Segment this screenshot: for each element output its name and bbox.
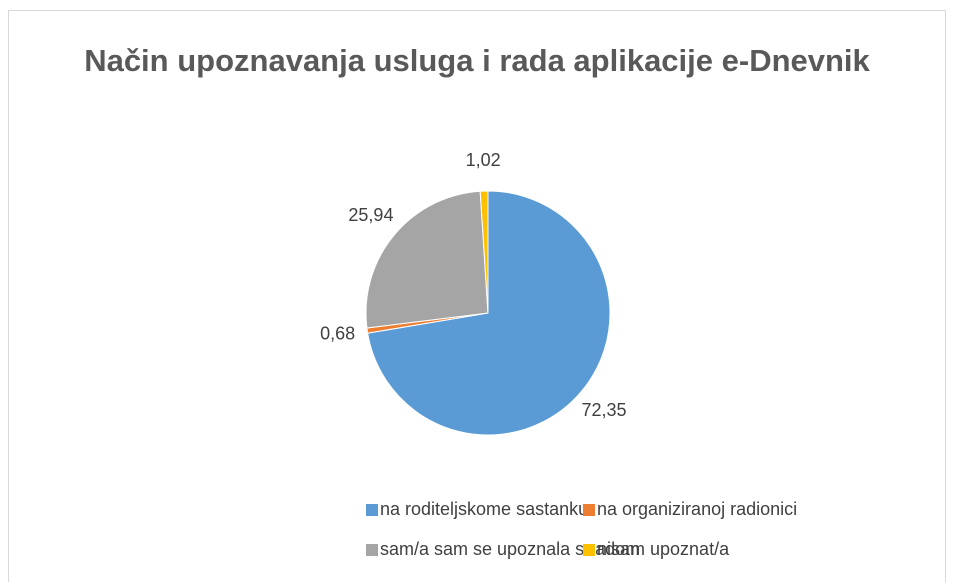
data-label: 25,94	[348, 205, 393, 225]
legend-swatch	[366, 504, 378, 516]
legend-swatch	[583, 544, 595, 556]
data-label: 72,35	[581, 400, 626, 420]
data-label: 0,68	[320, 324, 355, 344]
legend-label: nisam upoznat/a	[597, 539, 730, 559]
legend-swatch	[583, 504, 595, 516]
pie-slice	[479, 190, 489, 314]
legend-label: na organiziranoj radionici	[597, 499, 797, 519]
legend-label: na roditeljskome sastanku	[380, 499, 588, 519]
pie-slice	[365, 190, 489, 329]
legend-swatch	[366, 544, 378, 556]
chart-title: Način upoznavanja usluga i rada aplikaci…	[84, 43, 870, 78]
pie-slice	[367, 190, 611, 436]
data-label: 1,02	[466, 150, 501, 170]
legend-label: sam/a sam se upoznala s radom	[380, 539, 640, 559]
chart-frame	[8, 10, 946, 582]
